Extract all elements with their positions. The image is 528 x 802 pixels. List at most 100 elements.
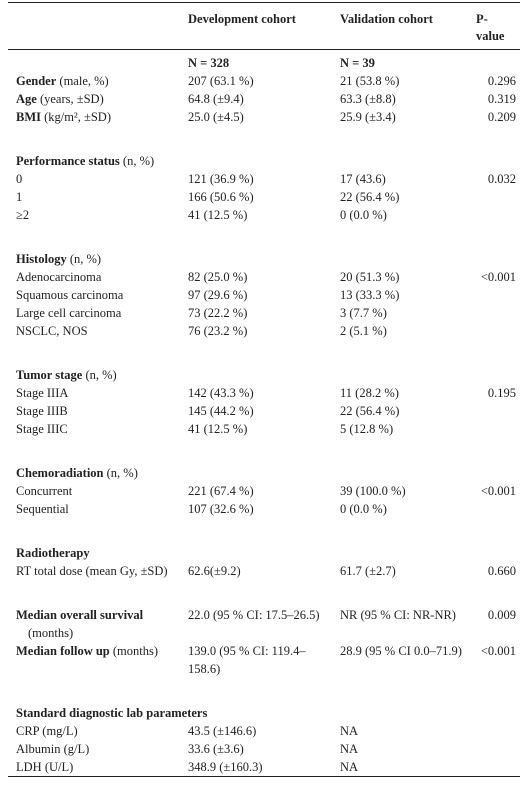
row-label	[8, 50, 184, 73]
label: LDH (U/L)	[16, 760, 74, 774]
cell: 41 (12.5 %)	[188, 422, 248, 436]
label-note: (months)	[112, 644, 159, 658]
label-note: (n, %)	[106, 466, 138, 480]
label: Large cell carcinoma	[16, 306, 122, 320]
cell	[466, 322, 520, 340]
label: NSCLC, NOS	[16, 324, 88, 338]
cell: 61.7 (±2.7)	[340, 564, 396, 578]
header-empty	[8, 2, 184, 50]
label-note: (male, %)	[59, 74, 109, 88]
data-row: BMI (kg/m², ±SD) 25.0 (±4.5) 25.9 (±3.4) 0.…	[8, 108, 520, 126]
cell: 0.195	[487, 386, 516, 400]
section-title-row: Histology (n, %)	[8, 224, 520, 268]
data-row: Gender (male, %) 207 (63.1 %) 21 (53.8 %) 0…	[8, 72, 520, 90]
cell: NA	[340, 760, 359, 774]
cell: 0.660	[487, 564, 516, 578]
cell: 145 (44.2 %)	[188, 404, 254, 418]
row-label: 1	[8, 188, 184, 206]
section-title-row: Standard diagnostic lab parameters	[8, 678, 520, 722]
cell: 73 (22.2 %)	[188, 306, 248, 320]
data-row: 1 166 (50.6 %) 22 (56.4 %)	[8, 188, 520, 206]
label-heading: Radiotherapy	[16, 546, 90, 560]
row-label: Standard diagnostic lab parameters	[8, 678, 520, 722]
cell: 62.6(±9.2)	[188, 564, 241, 578]
label-heading: Median follow up	[16, 644, 110, 658]
cell: 142 (43.3 %)	[188, 386, 254, 400]
cell: 0.319	[487, 92, 516, 106]
cell	[466, 304, 520, 322]
label-heading: Median overall survival	[16, 608, 144, 622]
cell: 3 (7.7 %)	[340, 306, 387, 320]
label: Albumin (g/L)	[16, 742, 90, 756]
section-title-row: Chemoradiation (n, %)	[8, 438, 520, 482]
label: 1	[16, 190, 23, 204]
data-row: Stage IIIB 145 (44.2 %) 22 (56.4 %)	[8, 402, 520, 420]
label: ≥2	[16, 208, 30, 222]
data-row: Concurrent 221 (67.4 %) 39 (100.0 %) <0.001	[8, 482, 520, 500]
section-title-row: Tumor stage (n, %)	[8, 340, 520, 384]
label-note: (n, %)	[85, 368, 117, 382]
cell: N = 39	[340, 56, 375, 70]
label-heading: Gender	[16, 74, 57, 88]
label-note: (n, %)	[69, 252, 102, 266]
label-note: (years, ±SD)	[39, 92, 104, 106]
row-label: Stage IIIA	[8, 384, 184, 402]
cell: 107 (32.6 %)	[188, 502, 254, 516]
cell	[466, 206, 520, 224]
data-row: N = 328 N = 39	[8, 50, 520, 73]
label: Stage IIIC	[16, 422, 68, 436]
cell: 20 (51.3 %)	[340, 270, 400, 284]
cell: N = 328	[188, 56, 230, 70]
header-row: Development cohort Validation cohort P-v…	[8, 2, 520, 50]
cell	[466, 286, 520, 304]
cell: 0.009	[487, 608, 516, 622]
cell	[466, 722, 520, 740]
row-label: 0	[8, 170, 184, 188]
row-label: Squamous carcinoma	[8, 286, 184, 304]
row-label: Sequential	[8, 500, 184, 518]
row-label: Concurrent	[8, 482, 184, 500]
cell: 41 (12.5 %)	[188, 208, 248, 222]
section-title-row: Radiotherapy	[8, 518, 520, 562]
label: Stage IIIB	[16, 404, 68, 418]
row-label: BMI (kg/m², ±SD)	[8, 108, 184, 126]
row-label: Adenocarcinoma	[8, 268, 184, 286]
data-row: LDH (U/L) 348.9 (±160.3) NA	[8, 758, 520, 777]
label: 0	[16, 172, 23, 186]
data-row: NSCLC, NOS 76 (23.2 %) 2 (5.1 %)	[8, 322, 520, 340]
cell	[466, 500, 520, 518]
label: Sequential	[16, 502, 69, 516]
cell: 0.209	[487, 110, 516, 124]
cell: <0.001	[480, 270, 516, 284]
data-row: Sequential 107 (32.6 %) 0 (0.0 %)	[8, 500, 520, 518]
cell: 22 (56.4 %)	[340, 190, 400, 204]
cell: 11 (28.2 %)	[340, 386, 399, 400]
row-label: Stage IIIB	[8, 402, 184, 420]
data-row: Stage IIIC 41 (12.5 %) 5 (12.8 %)	[8, 420, 520, 438]
cell: 0 (0.0 %)	[340, 208, 387, 222]
cell: 139.0 (95 % CI: 119.4–158.6)	[188, 644, 306, 676]
cell: 21 (53.8 %)	[340, 74, 400, 88]
label: Stage IIIA	[16, 386, 69, 400]
cell: 207 (63.1 %)	[188, 74, 254, 88]
row-label: Albumin (g/L)	[8, 740, 184, 758]
cell: 166 (50.6 %)	[188, 190, 254, 204]
cell: 28.9 (95 % CI 0.0–71.9)	[340, 644, 462, 658]
data-row: Median follow up (months) 139.0 (95 % CI:…	[8, 642, 520, 678]
cell: 43.5 (±146.6)	[188, 724, 257, 738]
cell: <0.001	[480, 484, 516, 498]
cell: 2 (5.1 %)	[340, 324, 387, 338]
data-row: Stage IIIA 142 (43.3 %) 11 (28.2 %) 0.195	[8, 384, 520, 402]
cell: 25.0 (±4.5)	[188, 110, 244, 124]
cell	[466, 188, 520, 206]
cell: 63.3 (±8.8)	[340, 92, 396, 106]
label-heading: Histology	[16, 252, 67, 266]
label-heading: Tumor stage	[16, 368, 83, 382]
data-row: CRP (mg/L) 43.5 (±146.6) NA	[8, 722, 520, 740]
data-row: RT total dose (mean Gy, ±SD) 62.6(±9.2) 61…	[8, 562, 520, 580]
label: Adenocarcinoma	[16, 270, 102, 284]
data-row: Albumin (g/L) 33.6 (±3.6) NA	[8, 740, 520, 758]
label-note: (months)	[28, 626, 74, 640]
cell: 25.9 (±3.4)	[340, 110, 396, 124]
cell: 0 (0.0 %)	[340, 502, 387, 516]
